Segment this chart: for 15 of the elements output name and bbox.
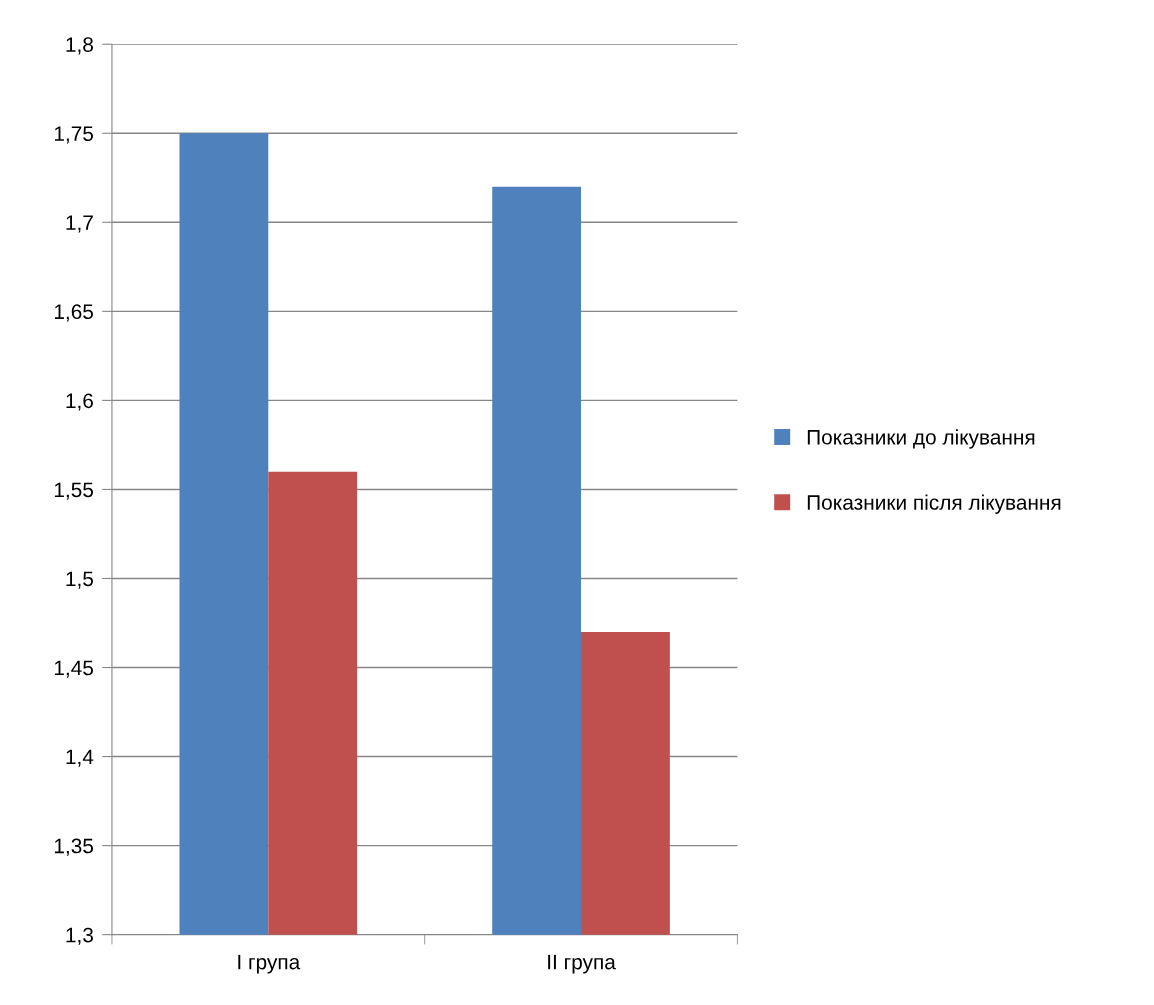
y-tick-label: 1,5: [66, 571, 94, 589]
x-tick-label: II група: [548, 954, 616, 974]
y-tick-label: 1,7: [66, 215, 93, 233]
y-tick-label: 1,75: [54, 126, 94, 144]
legend-label: Показники до лікування: [807, 429, 1035, 449]
x-tick-label: I група: [238, 954, 301, 974]
y-tick-label: 1,55: [54, 482, 94, 500]
y-tick-label: 1,8: [66, 37, 93, 55]
y-tick-label: 1,35: [54, 838, 94, 856]
y-tick-label: 1,65: [54, 304, 94, 322]
y-tick-label: 1,3: [66, 927, 93, 945]
legend-label: Показники після лікування: [807, 494, 1061, 514]
y-tick-label: 1,45: [54, 660, 94, 678]
y-tick-label: 1,4: [66, 749, 94, 767]
y-tick-label: 1,6: [66, 393, 93, 411]
